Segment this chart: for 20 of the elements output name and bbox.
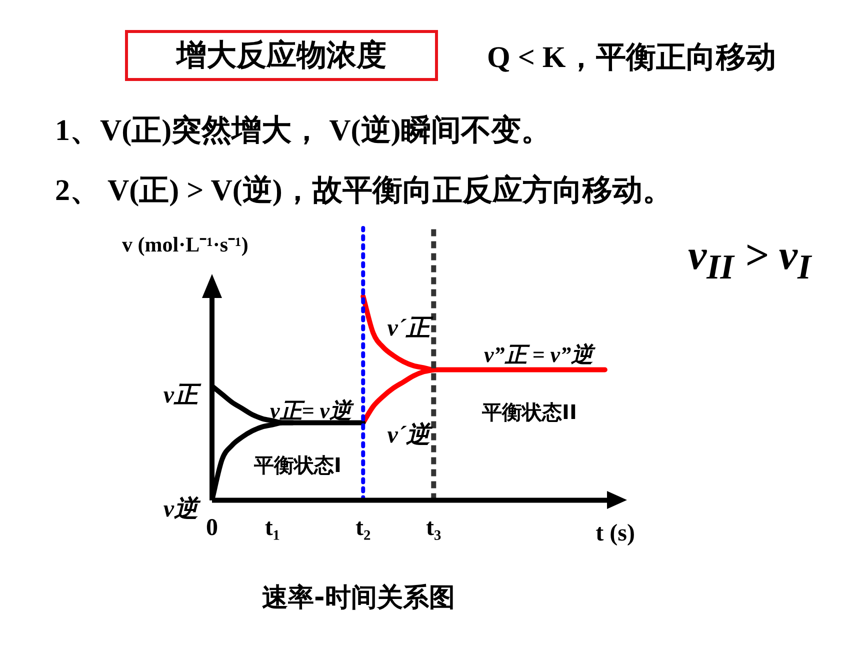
series-label: v´逆: [387, 422, 433, 449]
x-tick-label: t₂: [356, 514, 371, 541]
x-tick-label: t₁: [264, 514, 280, 541]
y-axis-title: v (mol·L⁻¹·s⁻¹): [122, 232, 248, 256]
text: 2、 V(正) > V(逆)，故平衡向正反应方向移动。: [55, 172, 672, 209]
annotation: 平衡状态I: [254, 452, 342, 479]
x-tick-label: 0: [206, 514, 218, 541]
chart-title: 增大反应物浓度: [125, 30, 438, 81]
text: v$_{II}$ > v$_{I}$: [688, 232, 812, 288]
text: 速率-时间关系图: [262, 582, 455, 615]
chart-subtitle: Q < K，平衡正向移动: [487, 40, 776, 76]
series-label: v逆: [163, 495, 201, 522]
series-label: v正: [163, 382, 202, 408]
annotation: 平衡状态II: [482, 399, 577, 426]
annotation: v”正 = v”逆: [484, 341, 594, 369]
annotation: v正= v逆: [270, 397, 352, 425]
series-label: v´正: [387, 315, 434, 342]
x-tick-label: t₃: [426, 514, 442, 541]
text: 1、V(正)突然增大， V(逆)瞬间不变。: [55, 113, 551, 149]
x-axis-title: t (s): [596, 520, 635, 546]
